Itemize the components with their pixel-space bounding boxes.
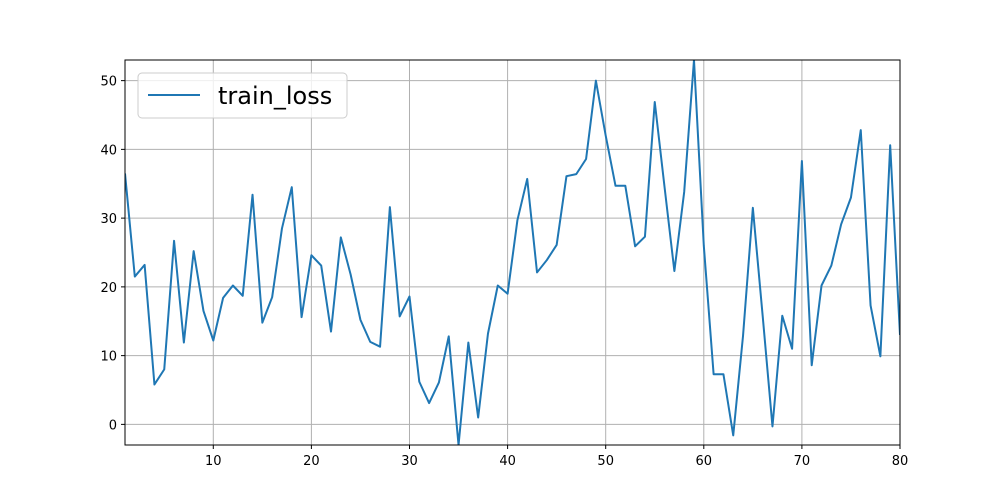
x-tick-label: 10: [205, 454, 222, 469]
x-tick-label: 50: [597, 454, 614, 469]
x-tick-label: 20: [303, 454, 320, 469]
y-tick-label: 50: [100, 75, 117, 90]
legend-label: train_loss: [218, 82, 332, 110]
legend-box: [137, 72, 348, 119]
x-tick-label: 30: [401, 454, 418, 469]
x-tick-label: 60: [696, 454, 713, 469]
y-tick-label: 40: [100, 143, 117, 158]
legend: train_loss: [137, 72, 348, 119]
axis-ticks: 10 20 30 40 50 60 70 80 0 10 20 30 40 50: [100, 75, 908, 469]
x-tick-label: 80: [892, 454, 909, 469]
series-lines: [125, 60, 900, 445]
y-tick-label: 0: [109, 418, 117, 433]
x-tick-label: 40: [499, 454, 516, 469]
y-tick-label: 20: [100, 281, 117, 296]
y-tick-label: 10: [100, 350, 117, 365]
axes-frame: [124, 59, 901, 446]
y-tick-label: 30: [100, 212, 117, 227]
series-line-train_loss: [125, 60, 900, 445]
x-tick-label: 70: [794, 454, 811, 469]
